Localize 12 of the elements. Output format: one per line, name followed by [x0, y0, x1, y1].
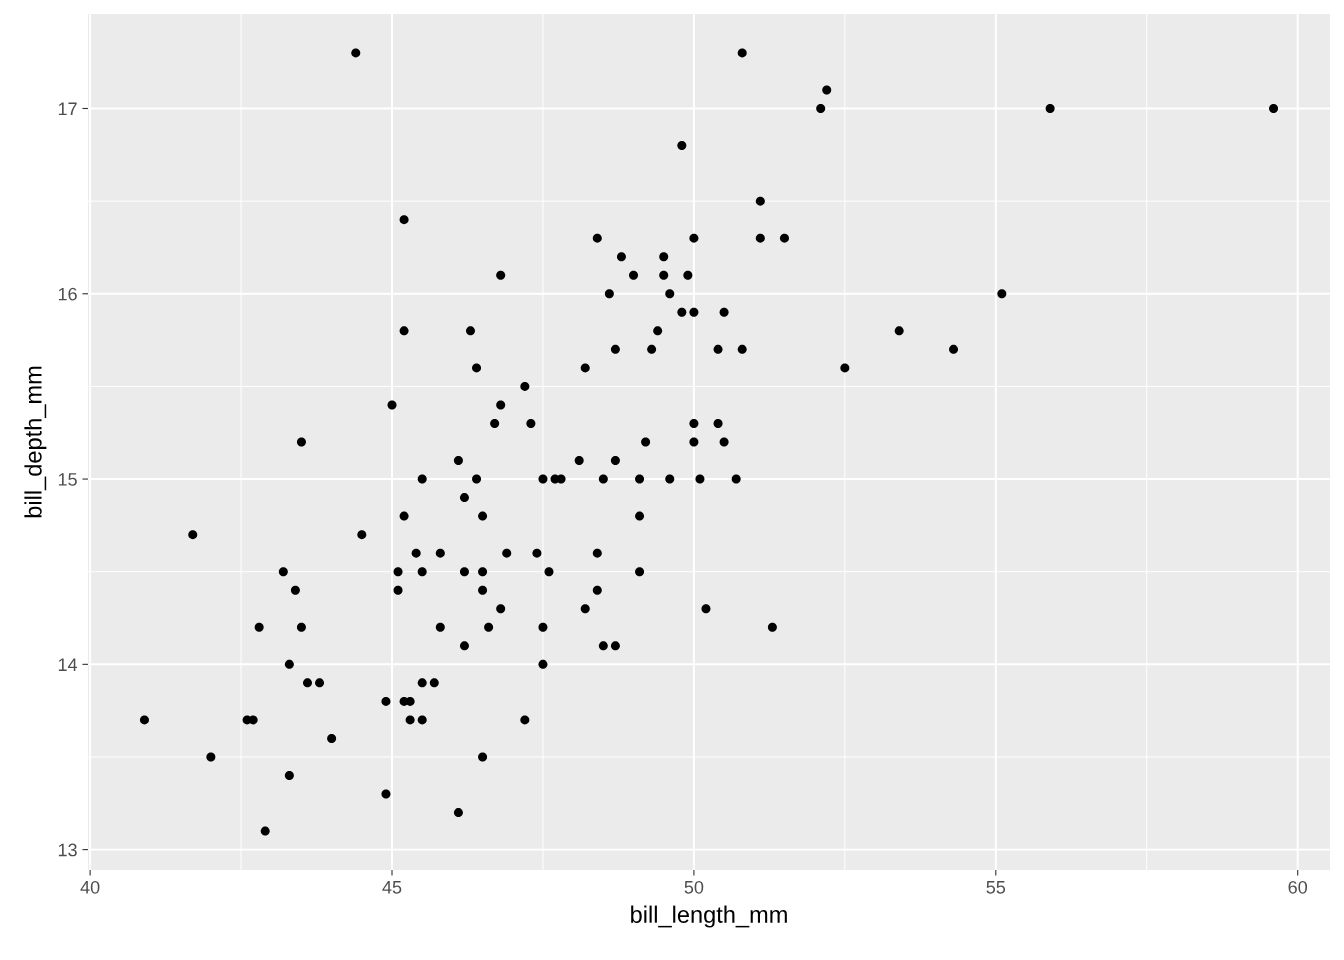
- y-axis-title: bill_depth_mm: [24, 366, 47, 518]
- x-tick-label: 40: [80, 880, 100, 894]
- x-tick-label: 55: [986, 881, 1006, 894]
- x-tick-label: 60: [1288, 880, 1308, 894]
- y-tick-label: 13: [58, 843, 77, 857]
- x-tick-label: 50: [684, 880, 704, 894]
- y-tick-label: 17: [58, 102, 77, 116]
- y-tick-label: 16: [58, 287, 77, 301]
- y-tick-label: 14: [58, 658, 78, 671]
- x-tick-label: 45: [382, 881, 402, 894]
- y-tick-label: 15: [58, 473, 77, 486]
- x-axis-title: bill_length_mm: [631, 905, 787, 928]
